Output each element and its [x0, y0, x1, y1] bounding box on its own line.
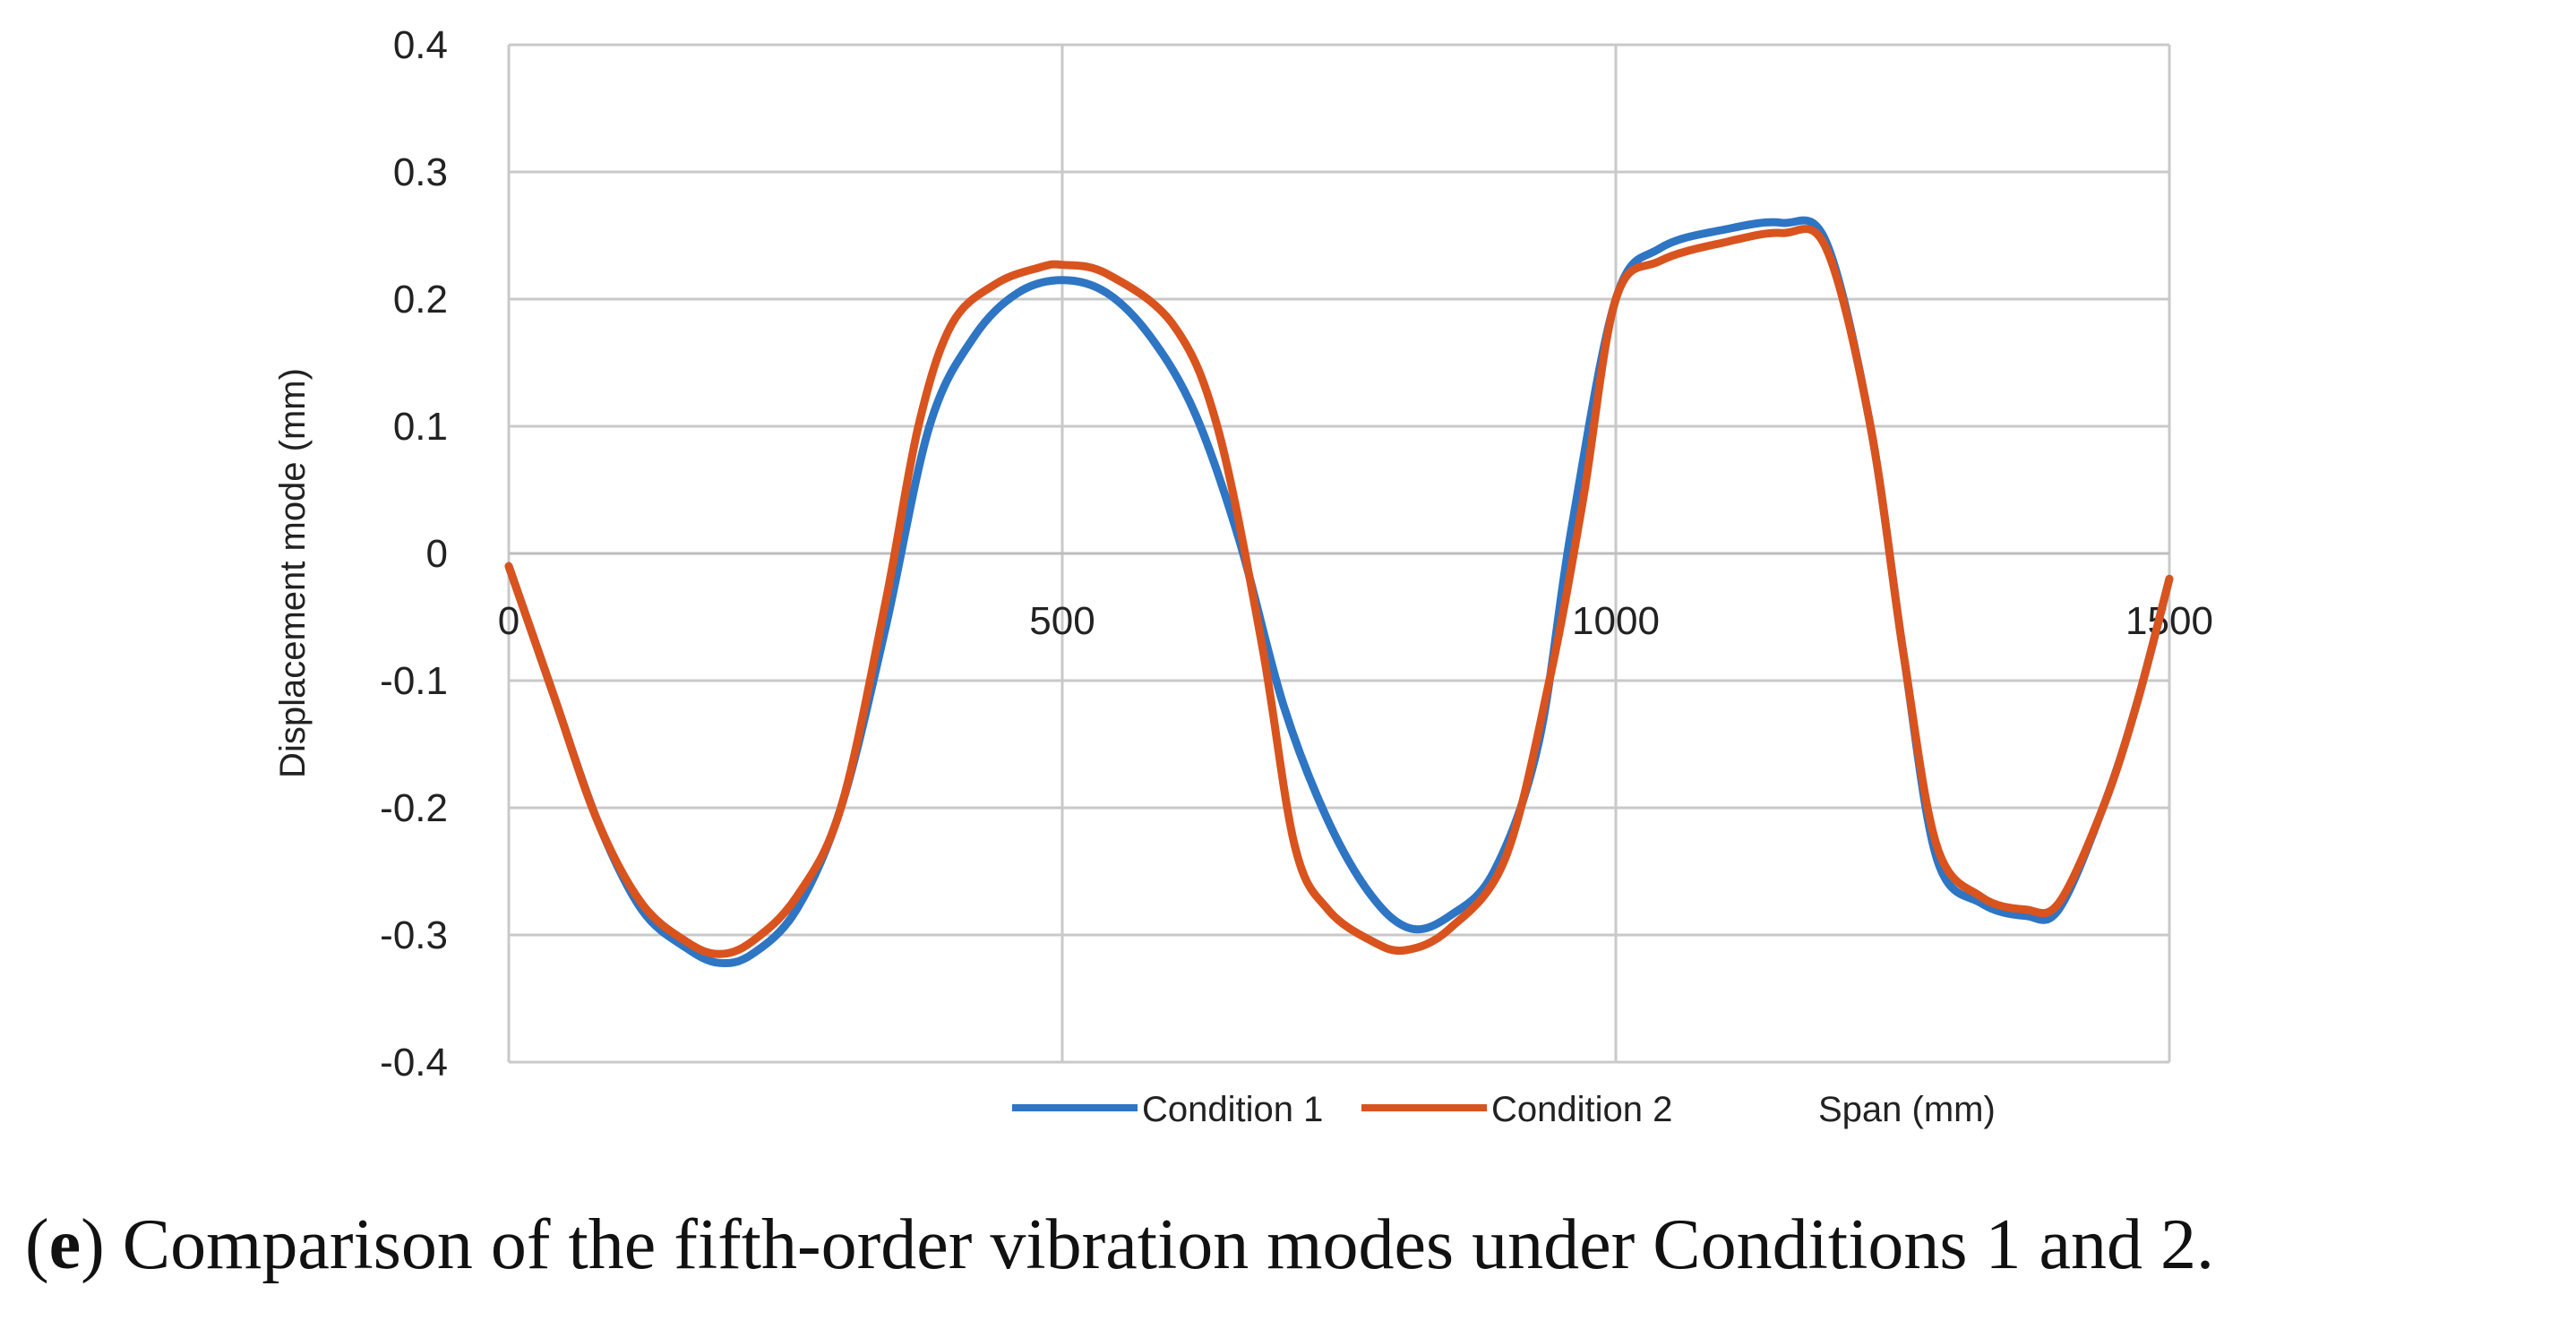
- y-tick-label: -0.1: [380, 659, 448, 703]
- legend: Condition 1 Condition 2 Span (mm): [1012, 1090, 1996, 1129]
- x-axis-title: Span (mm): [1818, 1090, 1996, 1129]
- series-line-condition-2: [504, 225, 2174, 958]
- x-tick-labels: 0 500 1000 1500: [498, 599, 2213, 643]
- grid: [507, 43, 2171, 1064]
- y-tick-label: -0.4: [380, 1041, 448, 1085]
- y-tick-label: -0.3: [380, 913, 448, 957]
- x-tick-label: 0: [498, 599, 519, 643]
- legend-label-condition-2: Condition 2: [1491, 1090, 1672, 1129]
- y-tick-label: 0.2: [393, 278, 448, 322]
- series-line-condition-1: [504, 216, 2174, 968]
- y-tick-label: -0.2: [380, 786, 448, 830]
- y-tick-label: 0: [426, 532, 448, 576]
- y-axis-title: Displacement mode (mm): [273, 368, 313, 778]
- x-tick-label: 1500: [2125, 599, 2213, 643]
- y-tick-label: 0.1: [393, 405, 448, 449]
- x-tick-label: 500: [1029, 599, 1095, 643]
- legend-label-condition-1: Condition 1: [1142, 1090, 1323, 1129]
- y-tick-labels: 0.4 0.3 0.2 0.1 0 -0.1 -0.2 -0.3 -0.4: [380, 23, 448, 1085]
- x-tick-label: 1000: [1572, 599, 1660, 643]
- series-lines: [504, 216, 2174, 968]
- y-tick-label: 0.3: [393, 150, 448, 194]
- figure-caption: (e) Comparison of the fifth-order vibrat…: [25, 1205, 2214, 1284]
- caption-label: e: [48, 1205, 82, 1284]
- y-tick-label: 0.4: [393, 23, 448, 67]
- caption-text: Comparison of the fifth-order vibration …: [104, 1205, 2214, 1284]
